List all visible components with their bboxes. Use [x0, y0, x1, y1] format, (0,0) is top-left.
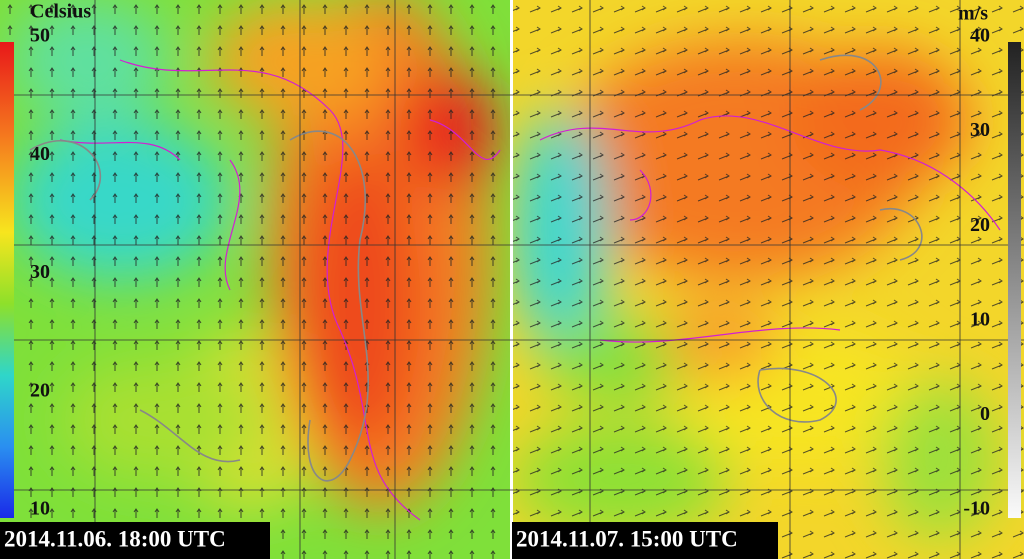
scale-unit: Celsius: [30, 1, 91, 23]
scale-unit: m/s: [958, 3, 988, 25]
scale-tick-label: 30: [30, 261, 50, 283]
timestamp-box: [512, 522, 778, 559]
right-map: [513, 0, 1024, 559]
scale-tick-label: 50: [30, 25, 50, 47]
scale-tick-label: 20: [30, 379, 50, 401]
scale-tick-label: 10: [30, 498, 50, 520]
timestamp-box: [0, 522, 270, 559]
scale-tick-label: -10: [963, 498, 990, 520]
wind-colorbar: [1008, 42, 1021, 518]
left-map: [0, 0, 510, 559]
timestamp: 2014.11.07. 15:00 UTC: [516, 526, 738, 551]
scale-tick-label: 30: [970, 119, 990, 141]
timestamp: 2014.11.06. 18:00 UTC: [4, 526, 226, 551]
scale-tick-label: 10: [970, 308, 990, 330]
scale-tick-label: 40: [30, 143, 50, 165]
scale-tick-label: 40: [970, 25, 990, 47]
scale-tick-label: 0: [980, 403, 990, 425]
temperature-colorbar: [0, 42, 14, 518]
scale-tick-label: 20: [970, 214, 990, 236]
